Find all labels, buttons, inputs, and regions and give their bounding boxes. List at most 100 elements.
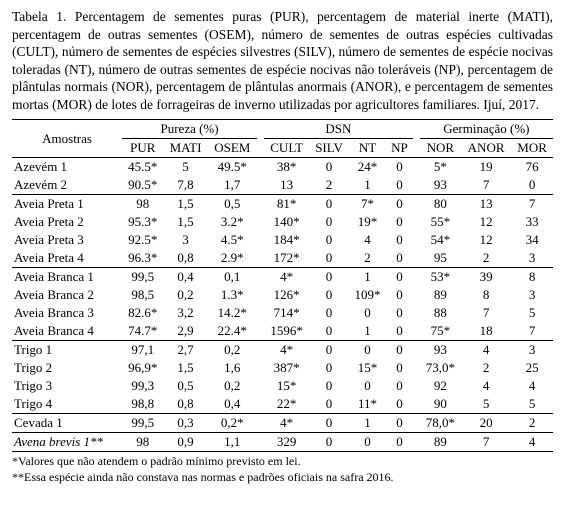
table-row: Aveia Preta 392.5*34.5*184*04054*1234 (12, 231, 553, 249)
table-row: Azevém 290.5*7,81,7132109370 (12, 176, 553, 195)
spacer (413, 322, 420, 341)
cell: 172* (264, 249, 309, 268)
cell: 22.4* (208, 322, 257, 341)
cell: 12 (461, 231, 511, 249)
cell: 0 (349, 304, 386, 322)
cell: 109* (349, 286, 386, 304)
col-nor: NOR (420, 139, 461, 158)
cell: 90.5* (122, 176, 163, 195)
cell: 5* (420, 158, 461, 177)
spacer (413, 195, 420, 214)
cell: 19 (461, 158, 511, 177)
row-label: Aveia Preta 2 (12, 213, 122, 231)
row-label: Aveia Branca 3 (12, 304, 122, 322)
cell: 99,5 (122, 268, 163, 287)
row-label: Trigo 4 (12, 395, 122, 414)
cell: 11* (349, 395, 386, 414)
spacer (257, 433, 264, 452)
cell: 80 (420, 195, 461, 214)
row-label: Avena brevis 1** (12, 433, 122, 452)
col-mor: MOR (511, 139, 553, 158)
table-row: Trigo 197,12,70,24*0009343 (12, 341, 553, 360)
row-label: Trigo 1 (12, 341, 122, 360)
spacer (257, 195, 264, 214)
cell: 4* (264, 268, 309, 287)
cell: 54* (420, 231, 461, 249)
cell: 25 (511, 359, 553, 377)
table-row: Azevém 145.5*549.5*38*024*05*1976 (12, 158, 553, 177)
cell: 81* (264, 195, 309, 214)
table-row: Trigo 296,9*1,51,6387*015*073,0*225 (12, 359, 553, 377)
cell: 82.6* (122, 304, 163, 322)
cell: 329 (264, 433, 309, 452)
cell: 2 (309, 176, 348, 195)
col-samples: Amostras (12, 120, 122, 158)
cell: 4 (511, 433, 553, 452)
cell: 8 (461, 286, 511, 304)
cell: 0,2 (163, 286, 207, 304)
cell: 1,7 (208, 176, 257, 195)
cell: 0 (309, 414, 348, 433)
cell: 5 (163, 158, 207, 177)
col-cult: CULT (264, 139, 309, 158)
cell: 93 (420, 176, 461, 195)
cell: 93 (420, 341, 461, 360)
cell: 90 (420, 395, 461, 414)
spacer (413, 176, 420, 195)
cell: 22* (264, 395, 309, 414)
row-label: Aveia Preta 1 (12, 195, 122, 214)
col-anor: ANOR (461, 139, 511, 158)
cell: 126* (264, 286, 309, 304)
cell: 1,1 (208, 433, 257, 452)
cell: 53* (420, 268, 461, 287)
cell: 0,4 (208, 395, 257, 414)
cell: 2,7 (163, 341, 207, 360)
cell: 4* (264, 341, 309, 360)
cell: 0 (309, 249, 348, 268)
cell: 98,8 (122, 395, 163, 414)
col-silv: SILV (309, 139, 348, 158)
cell: 0,2* (208, 414, 257, 433)
cell: 95 (420, 249, 461, 268)
cell: 96.3* (122, 249, 163, 268)
cell: 78,0* (420, 414, 461, 433)
cell: 39 (461, 268, 511, 287)
cell: 92 (420, 377, 461, 395)
cell: 4 (461, 377, 511, 395)
cell: 49.5* (208, 158, 257, 177)
cell: 95.3* (122, 213, 163, 231)
spacer (413, 249, 420, 268)
cell: 0 (309, 286, 348, 304)
spacer (257, 395, 264, 414)
row-label: Aveia Branca 1 (12, 268, 122, 287)
spacer (257, 158, 264, 177)
cell: 1,5 (163, 359, 207, 377)
spacer (413, 213, 420, 231)
cell: 714* (264, 304, 309, 322)
cell: 3 (163, 231, 207, 249)
footnotes: *Valores que não atendem o padrão mínimo… (12, 454, 553, 485)
cell: 3 (511, 286, 553, 304)
cell: 96,9* (122, 359, 163, 377)
cell: 0 (386, 268, 412, 287)
spacer (257, 268, 264, 287)
cell: 5 (511, 395, 553, 414)
spacer (257, 176, 264, 195)
spacer (413, 304, 420, 322)
cell: 0 (386, 377, 412, 395)
cell: 387* (264, 359, 309, 377)
table-row: Aveia Preta 295.3*1,53.2*140*019*055*123… (12, 213, 553, 231)
cell: 0 (309, 433, 348, 452)
table-row: Cevada 199,50,30,2*4*01078,0*202 (12, 414, 553, 433)
cell: 92.5* (122, 231, 163, 249)
cell: 1 (349, 414, 386, 433)
row-label: Azevém 1 (12, 158, 122, 177)
table-row: Aveia Branca 474.7*2,922.4*1596*01075*18… (12, 322, 553, 341)
cell: 3 (511, 341, 553, 360)
cell: 19* (349, 213, 386, 231)
spacer (257, 359, 264, 377)
spacer (413, 341, 420, 360)
cell: 0 (386, 433, 412, 452)
row-label: Aveia Preta 3 (12, 231, 122, 249)
cell: 0 (386, 213, 412, 231)
